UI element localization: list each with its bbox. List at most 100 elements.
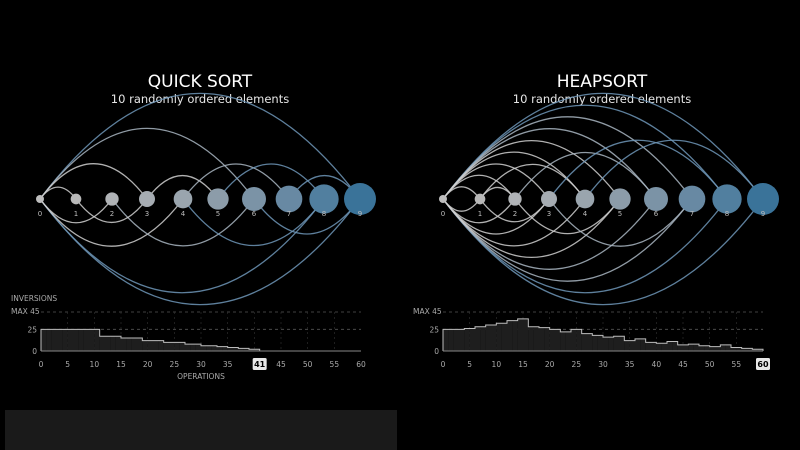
- arc-0-4: [442, 198, 586, 247]
- histogram-bar: [73, 329, 79, 351]
- node-label: 5: [216, 210, 220, 218]
- histogram-bar: [443, 329, 449, 351]
- x-tick-label: 20: [545, 360, 555, 369]
- x-tick-label: 0: [39, 360, 44, 369]
- x-tick-label: 10: [492, 360, 502, 369]
- x-tick-label: 50: [303, 360, 313, 369]
- histogram-bar: [533, 326, 539, 351]
- histogram-bar: [238, 348, 244, 351]
- node-label: 0: [441, 210, 445, 218]
- histogram-bar: [464, 328, 470, 351]
- histogram-bar: [507, 320, 513, 351]
- x-tick-label: 15: [116, 360, 126, 369]
- node-label: 3: [547, 210, 551, 218]
- histogram-bar: [201, 345, 207, 351]
- arc-0-3: [442, 198, 550, 235]
- histogram-bar: [629, 340, 635, 351]
- histogram-bar: [448, 329, 454, 351]
- bottom-panel: [5, 410, 397, 450]
- arc-4-8: [182, 198, 325, 246]
- node-label: 2: [110, 210, 114, 218]
- arc-2-5: [514, 198, 621, 235]
- x-tick-label: 35: [625, 360, 635, 369]
- node-4: [173, 189, 193, 209]
- histogram-bar: [640, 338, 646, 351]
- histogram-bar: [757, 349, 763, 351]
- histogram-bar: [571, 329, 577, 351]
- node-label: 8: [322, 210, 326, 218]
- node-6: [242, 187, 266, 211]
- histogram-bar: [110, 336, 116, 351]
- histogram-bar: [683, 344, 689, 351]
- arc-1-3: [75, 198, 148, 223]
- histogram-bar: [501, 323, 507, 351]
- histogram-bar: [587, 333, 593, 351]
- y-tick-label: 0: [434, 347, 439, 356]
- arc-1-4: [479, 163, 586, 200]
- histogram-bar: [147, 340, 153, 351]
- current-operation-label: 41: [254, 360, 266, 369]
- arc-0-9: [39, 198, 361, 306]
- x-tick-label: 50: [705, 360, 715, 369]
- node-0: [439, 195, 447, 203]
- histogram-bar: [693, 344, 699, 351]
- histogram-bar: [169, 342, 175, 351]
- max-label: MAX 45: [413, 307, 442, 316]
- histogram-bar: [667, 341, 673, 351]
- histogram-bar: [709, 346, 715, 351]
- chart-title: HEAPSORT: [557, 72, 648, 92]
- histogram-bar: [688, 344, 694, 351]
- histogram-bar: [227, 347, 233, 351]
- histogram-bar: [99, 336, 105, 351]
- histogram-bar: [195, 344, 201, 351]
- x-tick-label: 5: [467, 360, 472, 369]
- histogram-bar: [453, 329, 459, 351]
- x-tick-label: 55: [330, 360, 340, 369]
- node-label: 6: [252, 210, 257, 218]
- arc-3-5: [146, 175, 219, 200]
- histogram-bar: [41, 329, 47, 351]
- node-4: [575, 189, 595, 209]
- arc-0-4: [442, 151, 586, 200]
- histogram-bar: [51, 329, 57, 351]
- arc-2-6: [111, 198, 255, 247]
- node-label: 4: [583, 210, 588, 218]
- x-tick-label: 20: [143, 360, 153, 369]
- current-marker: [252, 358, 267, 370]
- histogram-bar: [254, 349, 260, 351]
- arc-1-3: [479, 198, 550, 223]
- node-label: 3: [145, 210, 149, 218]
- histogram-bar: [741, 348, 747, 351]
- histogram-bar: [222, 346, 228, 351]
- histogram-bar: [190, 344, 196, 351]
- node-label: 4: [181, 210, 186, 218]
- chart-subtitle: 10 randomly ordered elements: [513, 92, 691, 106]
- histogram-bar: [715, 346, 721, 351]
- arc-4-7: [182, 163, 290, 200]
- node-label: 7: [287, 210, 291, 218]
- node-label: 0: [38, 210, 42, 218]
- node-2: [105, 192, 119, 206]
- histogram-bar: [736, 347, 742, 351]
- node-7: [678, 185, 706, 213]
- y-tick-label: 25: [27, 325, 37, 334]
- y-tick-label: 25: [429, 325, 439, 334]
- histogram-bar: [597, 335, 603, 351]
- x-tick-label: 55: [732, 360, 742, 369]
- histogram-bar: [549, 329, 555, 351]
- histogram-bar: [46, 329, 52, 351]
- node-label: 5: [618, 210, 622, 218]
- chart-subtitle: 10 randomly ordered elements: [111, 92, 289, 106]
- histogram-bar: [581, 333, 587, 351]
- y-axis-label: INVERSIONS: [11, 294, 57, 303]
- node-label: 9: [761, 210, 765, 218]
- arc-3-7: [548, 198, 693, 247]
- arc-0-1: [39, 186, 77, 200]
- histogram-bar: [249, 349, 255, 351]
- histogram-bar: [645, 342, 651, 351]
- histogram-bar: [752, 349, 758, 351]
- node-8: [309, 184, 339, 214]
- histogram-bar: [747, 348, 753, 351]
- histogram-bar: [67, 329, 73, 351]
- node-6: [644, 187, 668, 211]
